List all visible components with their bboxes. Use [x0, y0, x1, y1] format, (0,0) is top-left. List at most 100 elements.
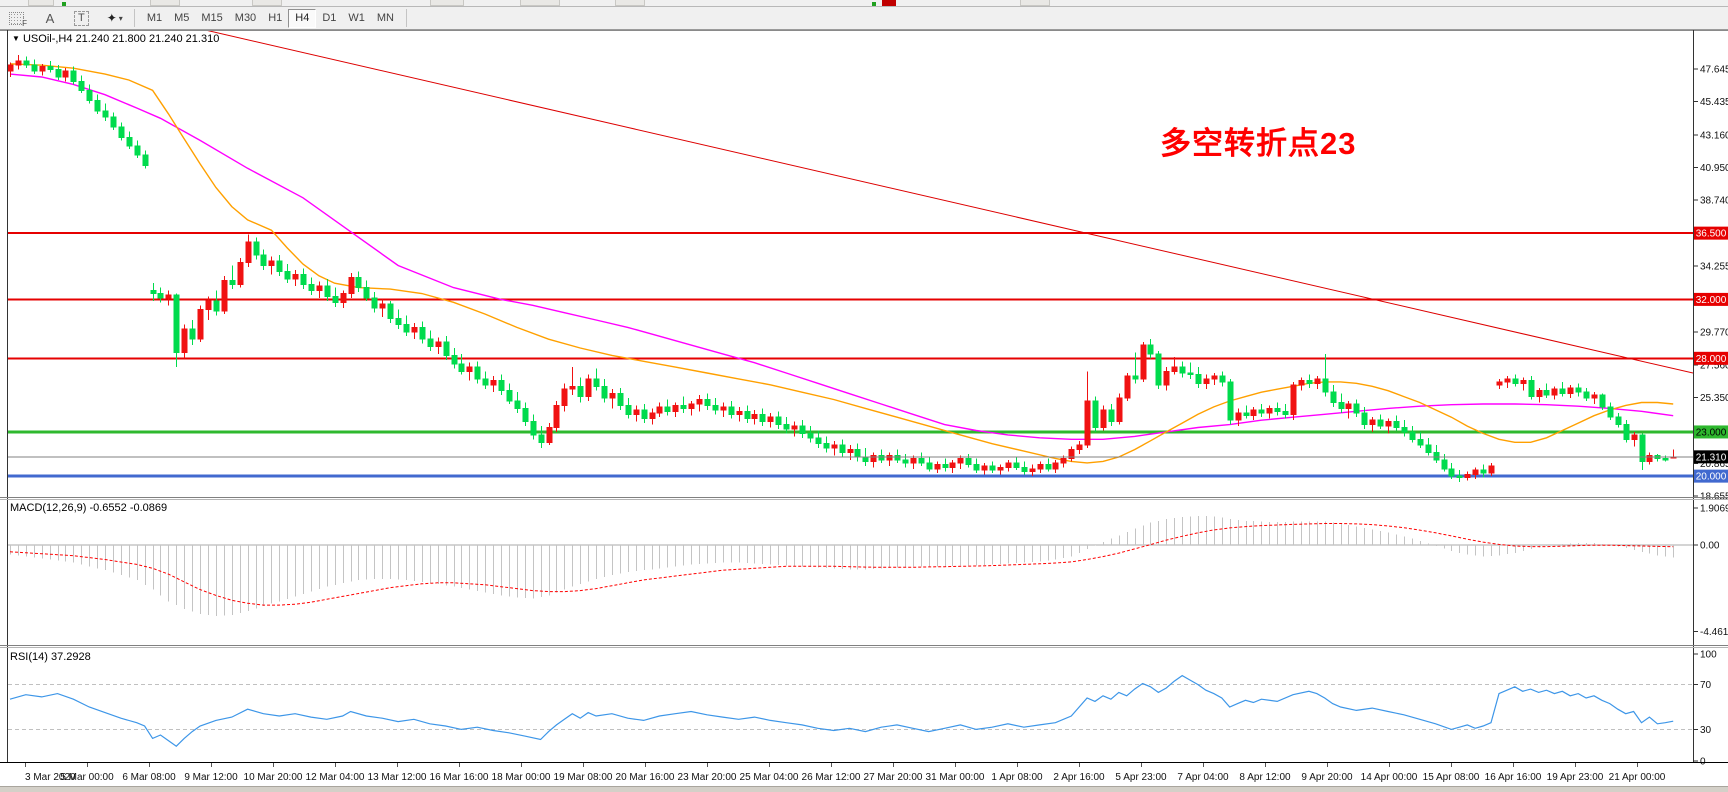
toolbar-remnant	[28, 0, 54, 6]
price-tick-label: 29.770	[1700, 328, 1728, 339]
date-tick-label: 12 Mar 04:00	[306, 772, 365, 783]
level-36.500-badge-bg	[1694, 226, 1728, 240]
rsi-panel[interactable]	[8, 674, 1693, 747]
date-tick-label: 3 Mar 2020	[25, 772, 76, 783]
shapes-icon: ✦	[106, 11, 117, 25]
timeframe-button-h4[interactable]: H4	[288, 8, 317, 28]
rsi-tick-label: 70	[1700, 680, 1712, 691]
toolbar-remnant	[1020, 0, 1050, 6]
level-28.000-badge: 28.000	[1696, 354, 1727, 365]
current-price-badge: 21.310	[1696, 452, 1727, 463]
toolbar-separator	[405, 9, 407, 27]
macd-tick-label: -4.4614	[1700, 627, 1728, 638]
timeframe-button-w1[interactable]: W1	[348, 12, 365, 24]
price-tick-label: 34.255	[1700, 262, 1728, 273]
date-tick-label: 19 Apr 23:00	[1547, 772, 1604, 783]
level-32.000-badge-bg	[1694, 292, 1728, 306]
ma-slow-magenta-line	[9, 73, 1674, 440]
rsi-indicator-label: RSI(14) 37.2928	[10, 651, 91, 663]
level-36.500-badge: 36.500	[1696, 229, 1727, 240]
level-32.000-badge: 32.000	[1696, 295, 1727, 306]
indicator-grid-button[interactable]: F	[4, 9, 29, 28]
date-tick-label: 21 Apr 00:00	[1609, 772, 1666, 783]
price-tick-label: 27.560	[1700, 360, 1728, 371]
level-28.000-badge-bg	[1694, 351, 1728, 365]
date-tick-label: 5 Apr 23:00	[1115, 772, 1167, 783]
timeframe-button-group: M1 M5 M15 M30 H1 H4 D1 W1 MN	[141, 8, 400, 28]
price-axis[interactable]: 47.645 45.435 43.160 40.950 38.740 34.255 29.7…	[1694, 65, 1728, 768]
level-23.000-badge: 23.000	[1696, 427, 1727, 438]
toolbar-remnant	[252, 0, 282, 6]
timeframe-button-m5[interactable]: M5	[174, 12, 190, 24]
main-price-panel[interactable]	[8, 30, 1693, 483]
price-tick-label: 20.865	[1700, 459, 1728, 470]
date-tick-label: 23 Mar 20:00	[678, 772, 737, 783]
date-tick-label: 18 Mar 00:00	[492, 772, 551, 783]
text-box-button[interactable]: T	[69, 9, 94, 28]
macd-signal-line	[9, 523, 1674, 606]
level-20.000-badge-bg	[1694, 469, 1728, 483]
toolbar-remnant	[520, 0, 560, 6]
date-tick-label: 10 Mar 20:00	[244, 772, 303, 783]
chart-dropdown-icon[interactable]: ▼	[12, 34, 20, 43]
date-tick-label: 9 Mar 12:00	[184, 772, 238, 783]
price-tick-label: 47.645	[1700, 65, 1728, 76]
level-23.000-badge-bg	[1694, 425, 1728, 439]
date-tick-label: 14 Apr 00:00	[1361, 772, 1418, 783]
chart-toolbar: F A T ✦ ▾ M1 M5 M15 M30 H1 H4 D1 W1 MN	[0, 7, 1728, 30]
clipped-toolbar-strip	[0, 0, 1728, 7]
window-bottom-edge	[0, 786, 1728, 792]
timeframe-button-m15[interactable]: M15	[201, 12, 223, 24]
chart-canvas[interactable]: 47.645 45.435 43.160 40.950 38.740 34.255 29.7…	[0, 30, 1728, 792]
rsi-tick-label: 30	[1700, 725, 1712, 736]
date-tick-label: 6 Mar 08:00	[122, 772, 176, 783]
chart-window[interactable]: 47.645 45.435 43.160 40.950 38.740 34.255 29.7…	[0, 30, 1728, 792]
price-tick-label: 25.350	[1700, 393, 1728, 404]
price-tick-label: 43.160	[1700, 131, 1728, 142]
timeframe-button-d1[interactable]: D1	[322, 12, 337, 24]
date-tick-label: 2 Apr 16:00	[1053, 772, 1105, 783]
text-label-icon: A	[45, 10, 55, 26]
rsi-line	[9, 674, 1674, 747]
date-tick-label: 31 Mar 00:00	[926, 772, 985, 783]
shapes-button[interactable]: ✦ ▾	[102, 9, 128, 28]
current-price-badge-bg	[1694, 450, 1728, 464]
date-tick-label: 20 Mar 16:00	[616, 772, 675, 783]
toolbar-remnant	[872, 2, 876, 6]
text-box-icon: T	[74, 10, 89, 26]
toolbar-remnant	[150, 0, 180, 6]
date-tick-label: 9 Apr 20:00	[1301, 772, 1353, 783]
price-tick-label: 38.740	[1700, 196, 1728, 207]
timeframe-button-m30[interactable]: M30	[234, 12, 257, 24]
indicator-grid-icon: F	[9, 11, 27, 28]
level-20.000-badge: 20.000	[1696, 472, 1727, 483]
toolbar-separator	[133, 9, 135, 27]
timeframe-button-m1[interactable]: M1	[146, 12, 163, 24]
price-tick-label: 45.435	[1700, 97, 1728, 108]
chart-title: ▼ USOil-,H4 21.240 21.800 21.240 21.310	[12, 33, 219, 45]
chart-annotation-text[interactable]: 多空转折点23	[1160, 126, 1357, 161]
chart-ohlc-values: 21.240 21.800 21.240 21.310	[75, 33, 220, 45]
toolbar-remnant	[62, 2, 66, 6]
timeframe-button-mn[interactable]: MN	[376, 12, 394, 24]
date-tick-label: 27 Mar 20:00	[864, 772, 923, 783]
date-tick-label: 13 Mar 12:00	[368, 772, 427, 783]
macd-panel[interactable]	[8, 515, 1693, 616]
candlestick-series	[8, 54, 1677, 483]
macd-tick-label: 1.9069	[1700, 504, 1728, 515]
date-tick-label: 8 Apr 12:00	[1239, 772, 1291, 783]
text-label-button[interactable]: A	[39, 9, 61, 28]
date-tick-label: 7 Apr 04:00	[1177, 772, 1229, 783]
date-tick-label: 5 Mar 00:00	[60, 772, 114, 783]
chart-symbol-label: USOil-,H4	[22, 33, 73, 45]
dropdown-caret-icon: ▾	[118, 13, 123, 23]
descending-trendline[interactable]	[204, 30, 1693, 374]
rsi-tick-label: 100	[1700, 650, 1717, 661]
macd-indicator-label: MACD(12,26,9) -0.6552 -0.0869	[10, 502, 168, 514]
date-tick-label: 16 Apr 16:00	[1485, 772, 1542, 783]
price-tick-label: 18.655	[1700, 491, 1728, 502]
timeframe-button-h1[interactable]: H1	[268, 12, 283, 24]
toolbar-remnant	[615, 0, 645, 6]
